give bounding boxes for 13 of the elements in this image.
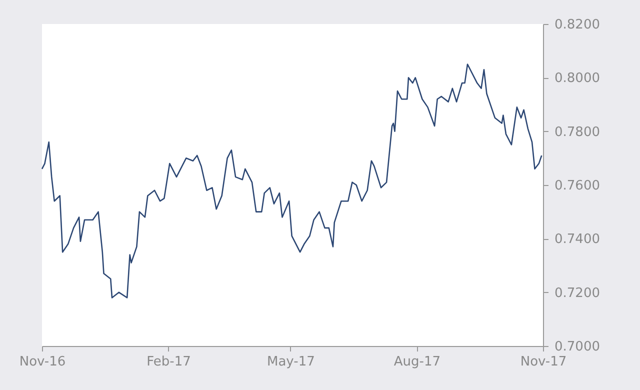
x-tick-label: Aug-17 <box>394 354 441 370</box>
y-tick-label: 0.8000 <box>554 71 600 86</box>
x-tick-label: Feb-17 <box>146 354 191 370</box>
y-tick-label: 0.7800 <box>554 124 600 140</box>
y-tick-label: 0.8200 <box>554 18 600 32</box>
y-tick-label: 0.7000 <box>554 340 600 354</box>
x-tick-label: Nov-16 <box>19 354 66 370</box>
line-series <box>41 64 542 298</box>
y-tick-label: 0.7600 <box>554 178 600 194</box>
y-tick-label: 0.7400 <box>554 232 600 248</box>
x-tick-label: Nov-17 <box>520 354 567 370</box>
x-tick-label: May-17 <box>266 354 315 370</box>
y-tick-label: 0.7200 <box>554 286 600 301</box>
